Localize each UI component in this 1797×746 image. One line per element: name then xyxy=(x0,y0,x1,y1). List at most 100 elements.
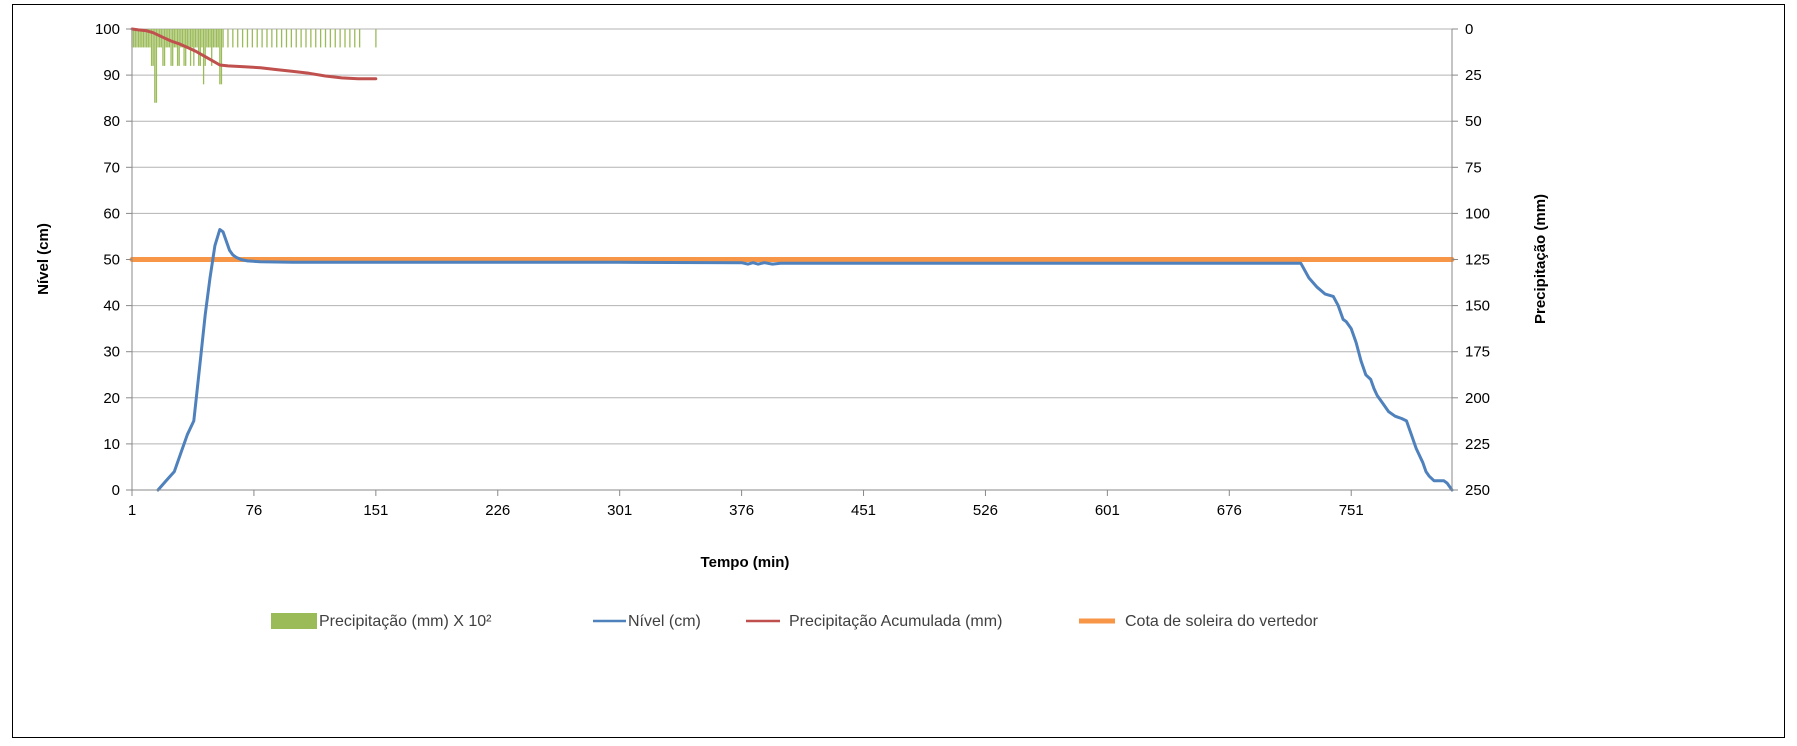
precip-bar xyxy=(149,29,151,48)
precip-bar xyxy=(173,29,175,48)
precip-bar xyxy=(324,29,327,48)
y-left-tick-label: 0 xyxy=(112,482,120,499)
precip-bar xyxy=(261,29,263,48)
x-tick-label: 751 xyxy=(1339,502,1364,519)
precip-bar xyxy=(271,29,273,48)
precip-bar xyxy=(186,29,188,48)
precip-bar xyxy=(155,29,158,103)
precip-bar xyxy=(211,29,213,66)
precip-bar xyxy=(334,29,336,48)
precip-bar xyxy=(168,29,171,48)
precip-bar xyxy=(207,29,210,48)
precip-bar xyxy=(194,29,197,48)
y-left-tick-label: 30 xyxy=(103,344,120,361)
precip-bar xyxy=(176,29,179,66)
y-left-tick-label: 50 xyxy=(103,252,120,269)
precip-bar xyxy=(178,29,180,66)
x-tick-label: 526 xyxy=(973,502,998,519)
precip-bar xyxy=(204,29,206,66)
y-right-tick-label: 225 xyxy=(1465,436,1490,453)
precip-bar xyxy=(133,29,135,48)
precip-bar xyxy=(266,29,268,48)
y-right-tick-label: 50 xyxy=(1465,113,1482,130)
legend-label-precipitacao: Precipitação (mm) X 10² xyxy=(319,613,492,630)
y-left-tick-label: 60 xyxy=(103,205,120,222)
precip-bar xyxy=(163,29,166,66)
legend: Precipitação (mm) X 10² Nível (cm) Preci… xyxy=(271,613,1319,630)
precip-bar xyxy=(159,29,161,48)
precip-bar xyxy=(147,29,149,48)
y-left-tick-label: 40 xyxy=(103,298,120,315)
x-tick-label: 1 xyxy=(128,502,136,519)
x-tick-label: 301 xyxy=(607,502,632,519)
y-left-tick-label: 80 xyxy=(103,113,120,130)
precip-bar xyxy=(157,29,159,48)
y-left-tick-label: 100 xyxy=(95,21,120,38)
precip-bar xyxy=(146,29,148,48)
precip-bar xyxy=(222,29,224,48)
precip-bar xyxy=(137,29,140,48)
precip-bar xyxy=(201,29,203,48)
precip-bar xyxy=(285,29,288,48)
y-left-tick-label: 90 xyxy=(103,67,120,84)
precip-bar xyxy=(315,29,317,48)
series-lines xyxy=(129,27,1455,492)
precip-bar xyxy=(154,29,156,103)
precip-bar xyxy=(329,29,332,48)
y-right-tick-label: 200 xyxy=(1465,390,1490,407)
precip-bar xyxy=(198,29,200,66)
precip-bar xyxy=(256,29,258,48)
precip-bar xyxy=(227,29,229,48)
precip-bar xyxy=(191,29,193,48)
y-right-tick-label: 175 xyxy=(1465,344,1490,361)
y-right-tick-label: 25 xyxy=(1465,67,1482,84)
precip-bar xyxy=(209,29,211,48)
precip-bar xyxy=(339,29,341,48)
precip-bar xyxy=(217,29,219,48)
y-right-tick-label: 75 xyxy=(1465,159,1482,176)
x-tick-label: 151 xyxy=(363,502,388,519)
precip-bar xyxy=(212,29,214,48)
precip-bar xyxy=(220,29,223,85)
precip-bar xyxy=(180,29,182,48)
legend-swatch-precipitacao xyxy=(271,613,317,629)
precip-bar xyxy=(196,29,198,48)
precip-bar xyxy=(276,29,278,48)
precip-bar xyxy=(375,29,377,48)
precip-bar xyxy=(162,29,164,66)
precip-bar xyxy=(219,29,221,85)
precip-bar xyxy=(214,29,216,48)
precip-bar xyxy=(170,29,172,66)
precip-bar xyxy=(319,29,322,48)
precip-bar xyxy=(237,29,239,48)
precip-bar xyxy=(358,29,361,48)
precip-bar xyxy=(290,29,293,48)
y-right-tick-label: 150 xyxy=(1465,298,1490,315)
precip-bar xyxy=(344,29,346,48)
y-axis-left-title: Nível (cm) xyxy=(35,223,52,295)
y-left-tick-label: 70 xyxy=(103,159,120,176)
precip-bar xyxy=(246,29,249,48)
precip-bar xyxy=(305,29,307,48)
legend-label-cota: Cota de soleira do vertedor xyxy=(1125,613,1319,630)
legend-label-nivel: Nível (cm) xyxy=(628,613,701,630)
x-tick-label: 601 xyxy=(1095,502,1120,519)
series-nivel-line xyxy=(156,228,1454,492)
precip-bar xyxy=(232,29,234,48)
precip-bar xyxy=(150,29,153,66)
precip-bar xyxy=(349,29,351,48)
precip-bar xyxy=(188,29,190,48)
precip-bar xyxy=(193,29,195,66)
precip-bar xyxy=(139,29,141,48)
y-right-tick-label: 0 xyxy=(1465,21,1473,38)
precip-bar xyxy=(152,29,154,66)
y-left-tick-label: 20 xyxy=(103,390,120,407)
y-right-tick-label: 250 xyxy=(1465,482,1490,499)
x-axis-title: Tempo (min) xyxy=(701,554,790,571)
precip-bar xyxy=(199,29,201,66)
precip-bar xyxy=(241,29,244,48)
y-right-tick-label: 125 xyxy=(1465,252,1490,269)
precip-bar xyxy=(175,29,177,48)
precip-bar xyxy=(300,29,302,48)
precip-bar xyxy=(134,29,136,48)
